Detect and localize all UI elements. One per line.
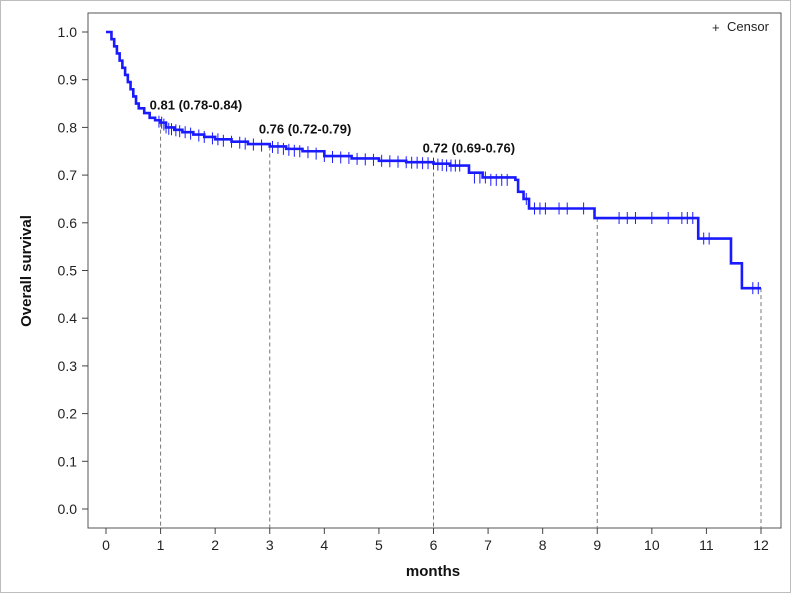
- x-tick-label: 4: [320, 537, 328, 553]
- x-tick-label: 8: [539, 537, 547, 553]
- survival-annotation: 0.81 (0.78-0.84): [150, 98, 243, 113]
- x-tick-label: 10: [644, 537, 660, 553]
- reference-lines: [160, 122, 762, 528]
- y-axis-title: Overall survival: [18, 215, 35, 327]
- y-tick-label: 0.1: [58, 453, 78, 469]
- y-tick-label: 0.8: [58, 119, 78, 135]
- legend-censor-label: Censor: [727, 19, 770, 34]
- legend-censor-symbol: +: [712, 20, 720, 35]
- x-tick-label: 1: [157, 537, 165, 553]
- y-tick-label: 0.0: [58, 501, 78, 517]
- censor-marks: [158, 115, 759, 295]
- y-tick-label: 0.4: [58, 310, 78, 326]
- x-tick-label: 2: [211, 537, 219, 553]
- plot-area: [87, 12, 782, 529]
- legend: + Censor: [712, 19, 770, 35]
- x-axis-ticks: 0 1 2 3 4 5 6 7 8 9 10 11 12: [102, 528, 769, 553]
- y-tick-label: 0.3: [58, 358, 78, 374]
- x-axis-title: months: [406, 563, 460, 580]
- x-tick-label: 12: [753, 537, 769, 553]
- y-tick-label: 0.7: [58, 167, 78, 183]
- x-tick-label: 3: [266, 537, 274, 553]
- y-tick-label: 0.6: [58, 215, 78, 231]
- x-tick-label: 11: [699, 537, 714, 553]
- x-tick-label: 7: [484, 537, 492, 553]
- x-tick-label: 6: [430, 537, 438, 553]
- y-tick-label: 0.9: [58, 72, 78, 88]
- series-group: [106, 30, 761, 290]
- y-tick-label: 0.5: [58, 263, 78, 279]
- x-tick-label: 9: [593, 537, 601, 553]
- survival-curve: [106, 30, 761, 290]
- annotations: 0.81 (0.78-0.84) 0.76 (0.72-0.79) 0.72 (0.…: [150, 98, 515, 156]
- y-tick-label: 0.2: [58, 406, 78, 422]
- survival-annotation: 0.72 (0.69-0.76): [423, 140, 516, 155]
- x-tick-label: 5: [375, 537, 383, 553]
- y-tick-label: 1.0: [58, 24, 78, 40]
- y-axis-ticks: 0.0 0.1 0.2 0.3 0.4 0.5 0.6 0.7 0.8 0.9 1.0: [58, 24, 88, 517]
- survival-annotation: 0.76 (0.72-0.79): [259, 121, 352, 136]
- x-tick-label: 0: [102, 537, 110, 553]
